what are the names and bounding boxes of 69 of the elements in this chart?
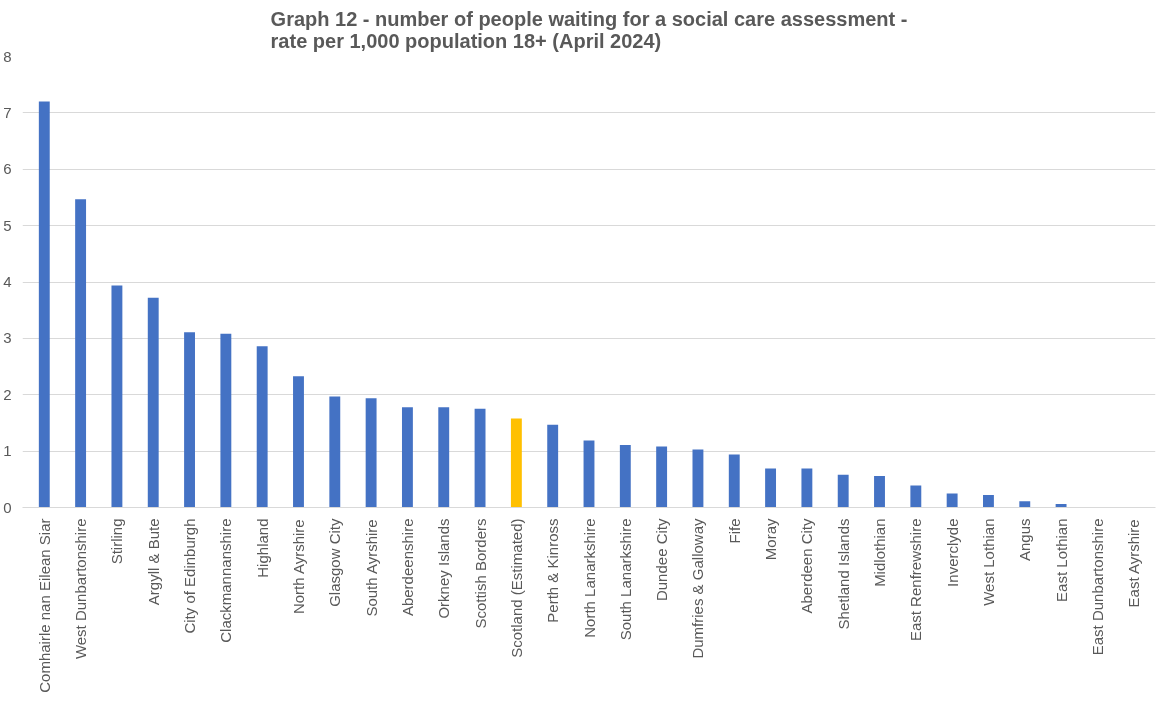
bar <box>510 418 522 508</box>
x-tick-label: North Lanarkshire <box>580 518 598 638</box>
x-tick-label: Perth & Kinross <box>544 518 562 623</box>
chart-title: Graph 12 - number of people waiting for a social care assessment - rate per 1,000 population 18+ (April 2024) <box>270 7 908 52</box>
bar <box>619 444 631 508</box>
x-tick-label: Midlothian <box>871 518 889 587</box>
bar <box>401 407 413 508</box>
x-tick-label: East Ayrshire <box>1125 519 1143 608</box>
x-tick-label: Inverclyde <box>943 518 961 587</box>
bar <box>946 493 958 508</box>
bar <box>38 101 50 508</box>
x-tick-label: South Ayrshire <box>362 519 380 617</box>
x-tick-label: Comhairle nan Eilean Siar <box>35 518 53 693</box>
x-tick-label: North Ayrshire <box>289 519 307 615</box>
x-tick-label: West Dunbartonshire <box>72 518 90 660</box>
bar <box>837 474 849 508</box>
x-tick-label: Dumfries & Galloway <box>689 518 707 659</box>
x-tick-label: East Renfrewshire <box>907 518 925 642</box>
bar <box>474 408 486 508</box>
x-tick-label: Orkney Islands <box>435 518 453 619</box>
y-tick-label: 0 <box>3 498 12 516</box>
y-tick-label: 8 <box>3 47 12 65</box>
x-tick-label: Fife <box>725 518 743 544</box>
bar <box>547 424 559 508</box>
x-tick-label: Dundee City <box>653 518 671 602</box>
bar <box>765 468 777 508</box>
x-tick-label: Scotland (Estimated) <box>507 518 525 658</box>
bar <box>983 495 994 508</box>
x-tick-label: Glasgow City <box>326 518 344 607</box>
bar <box>656 446 668 508</box>
bar <box>1019 501 1031 508</box>
y-tick-label: 1 <box>3 442 12 460</box>
bar <box>583 440 595 508</box>
bar <box>438 407 450 508</box>
x-tick-label: Angus <box>1016 518 1034 562</box>
bar <box>874 475 885 508</box>
x-tick-label: Stirling <box>108 518 126 565</box>
y-tick-label: 3 <box>3 329 12 347</box>
x-tick-label: West Lothian <box>979 518 997 606</box>
x-tick-label: City of Edinburgh <box>181 518 199 634</box>
x-tick-label: Aberdeenshire <box>398 518 416 617</box>
y-tick-label: 6 <box>3 160 12 178</box>
x-tick-label: East Dunbartonshire <box>1088 518 1106 656</box>
bar <box>910 485 922 508</box>
bar <box>365 398 377 508</box>
bar <box>728 454 740 508</box>
bar <box>111 285 123 508</box>
x-tick-label: Moray <box>762 518 780 561</box>
bar <box>256 346 268 508</box>
x-tick-label: Argyll & Bute <box>144 518 162 606</box>
x-tick-label: Highland <box>253 518 271 578</box>
bar <box>184 332 195 508</box>
bar <box>801 468 813 508</box>
bar <box>220 333 232 508</box>
x-tick-label: Scottish Borders <box>471 518 489 629</box>
bar <box>147 297 159 508</box>
y-tick-label: 5 <box>3 216 12 234</box>
y-tick-label: 2 <box>3 385 12 403</box>
x-tick-label: East Lothian <box>1052 518 1070 602</box>
x-tick-label: South Lanarkshire <box>616 518 634 641</box>
x-tick-label: Shetland Islands <box>834 518 852 630</box>
bar <box>692 449 704 508</box>
x-tick-label: Aberdeen City <box>798 518 816 614</box>
y-tick-label: 7 <box>3 103 12 121</box>
bar <box>75 199 87 508</box>
bar <box>293 376 304 508</box>
bar <box>329 396 341 508</box>
x-tick-label: Clackmannanshire <box>217 518 235 643</box>
y-tick-label: 4 <box>3 273 12 290</box>
